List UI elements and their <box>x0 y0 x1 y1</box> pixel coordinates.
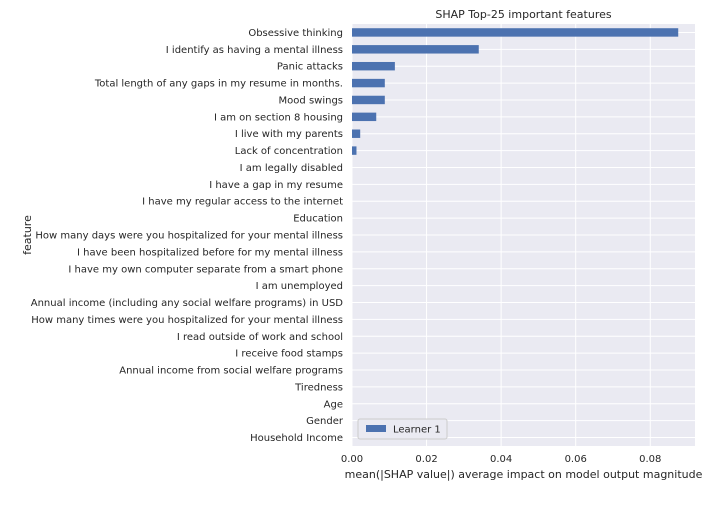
legend-label: Learner 1 <box>393 425 441 436</box>
x-tick-label: 0.06 <box>565 454 587 465</box>
y-tick-label: I am legally disabled <box>240 163 343 174</box>
y-tick-label: Obsessive thinking <box>248 28 343 39</box>
y-tick-label: I receive food stamps <box>235 349 343 360</box>
y-tick-label: I identify as having a mental illness <box>166 45 343 56</box>
bar <box>352 28 679 37</box>
bar <box>352 129 361 138</box>
bar <box>352 146 357 155</box>
y-tick-label: How many days were you hospitalized for … <box>35 231 343 242</box>
bar <box>352 95 385 105</box>
y-tick-label: How many times were you hospitalized for… <box>31 315 343 326</box>
legend-box <box>357 418 448 440</box>
y-tick-label: Education <box>293 214 343 225</box>
y-tick-label: Annual income from social welfare progra… <box>119 366 343 377</box>
bar <box>352 45 479 54</box>
y-tick-label: Age <box>324 399 343 410</box>
y-axis-label: feature <box>21 215 34 255</box>
y-tick-label: I am unemployed <box>256 281 343 292</box>
x-tick-label: 0.04 <box>490 454 512 465</box>
y-tick-label: Panic attacks <box>277 62 343 73</box>
chart-title: SHAP Top-25 important features <box>435 8 611 21</box>
y-tick-label: I have my regular access to the internet <box>142 197 343 208</box>
y-tick-label: Tiredness <box>294 382 343 393</box>
bar <box>352 61 395 71</box>
x-axis-label: mean(|SHAP value|) average impact on mod… <box>345 468 703 481</box>
y-tick-label: Lack of concentration <box>235 146 343 157</box>
bar <box>352 112 377 122</box>
y-tick-label: I have been hospitalized before for my m… <box>77 247 343 258</box>
y-tick-label: I have my own computer separate from a s… <box>68 264 343 275</box>
y-tick-label: I live with my parents <box>235 129 343 140</box>
y-tick-label: Mood swings <box>279 95 343 106</box>
y-tick-label: Total length of any gaps in my resume in… <box>94 79 343 90</box>
y-tick-label: Household Income <box>250 433 343 444</box>
y-tick-label: I have a gap in my resume <box>209 180 343 191</box>
legend-swatch <box>366 425 386 432</box>
x-tick-label: 0.08 <box>639 454 661 465</box>
y-tick-label: I read outside of work and school <box>177 332 343 343</box>
x-tick-label: 0.00 <box>341 454 363 465</box>
x-tick-label: 0.02 <box>415 454 437 465</box>
y-tick-label: Annual income (including any social welf… <box>31 298 344 309</box>
y-tick-label: I am on section 8 housing <box>214 112 343 123</box>
bar <box>352 78 385 88</box>
y-tick-label: Gender <box>306 416 344 427</box>
